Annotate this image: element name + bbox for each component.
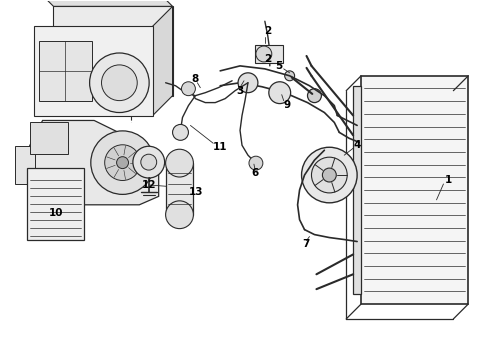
Polygon shape <box>30 121 159 205</box>
Bar <box>30 122 69 154</box>
Bar <box>15 146 35 184</box>
Text: 1: 1 <box>445 175 452 185</box>
Text: 9: 9 <box>283 100 290 109</box>
Circle shape <box>301 147 357 203</box>
Circle shape <box>166 201 194 229</box>
Bar <box>353 86 361 294</box>
Text: 10: 10 <box>49 208 64 218</box>
Text: 2: 2 <box>264 54 271 64</box>
Circle shape <box>172 125 189 140</box>
Bar <box>255 45 283 63</box>
Circle shape <box>256 46 272 62</box>
Text: 4: 4 <box>353 140 361 150</box>
Polygon shape <box>34 0 172 6</box>
Circle shape <box>105 145 141 180</box>
Circle shape <box>322 168 336 182</box>
Circle shape <box>133 146 165 178</box>
Text: 7: 7 <box>302 239 309 249</box>
Text: 5: 5 <box>275 61 282 71</box>
Bar <box>166 163 194 215</box>
Polygon shape <box>153 6 172 116</box>
Circle shape <box>312 157 347 193</box>
Bar <box>361 76 468 304</box>
Circle shape <box>181 82 196 96</box>
Text: 12: 12 <box>142 180 156 190</box>
Text: 8: 8 <box>192 74 199 84</box>
Circle shape <box>91 131 154 194</box>
Polygon shape <box>34 26 153 116</box>
Circle shape <box>249 156 263 170</box>
Circle shape <box>141 154 157 170</box>
Circle shape <box>90 53 149 113</box>
Polygon shape <box>53 6 172 96</box>
Text: 6: 6 <box>251 168 259 178</box>
Bar <box>39 41 92 100</box>
Circle shape <box>166 149 194 177</box>
Bar <box>26 168 84 239</box>
Text: 2: 2 <box>264 26 271 36</box>
Circle shape <box>308 89 321 103</box>
Text: 3: 3 <box>236 86 244 96</box>
Circle shape <box>285 71 294 81</box>
Circle shape <box>101 65 137 100</box>
Text: 11: 11 <box>213 142 227 152</box>
Text: 13: 13 <box>189 187 204 197</box>
Circle shape <box>238 73 258 93</box>
Circle shape <box>269 82 291 104</box>
Circle shape <box>117 157 128 168</box>
